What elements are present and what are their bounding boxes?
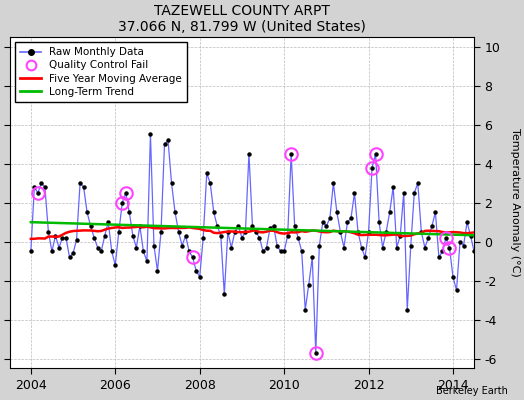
- Title: TAZEWELL COUNTY ARPT
37.066 N, 81.799 W (United States): TAZEWELL COUNTY ARPT 37.066 N, 81.799 W …: [118, 4, 366, 34]
- Text: Berkeley Earth: Berkeley Earth: [436, 386, 508, 396]
- Y-axis label: Temperature Anomaly (°C): Temperature Anomaly (°C): [510, 128, 520, 277]
- Legend: Raw Monthly Data, Quality Control Fail, Five Year Moving Average, Long-Term Tren: Raw Monthly Data, Quality Control Fail, …: [15, 42, 187, 102]
